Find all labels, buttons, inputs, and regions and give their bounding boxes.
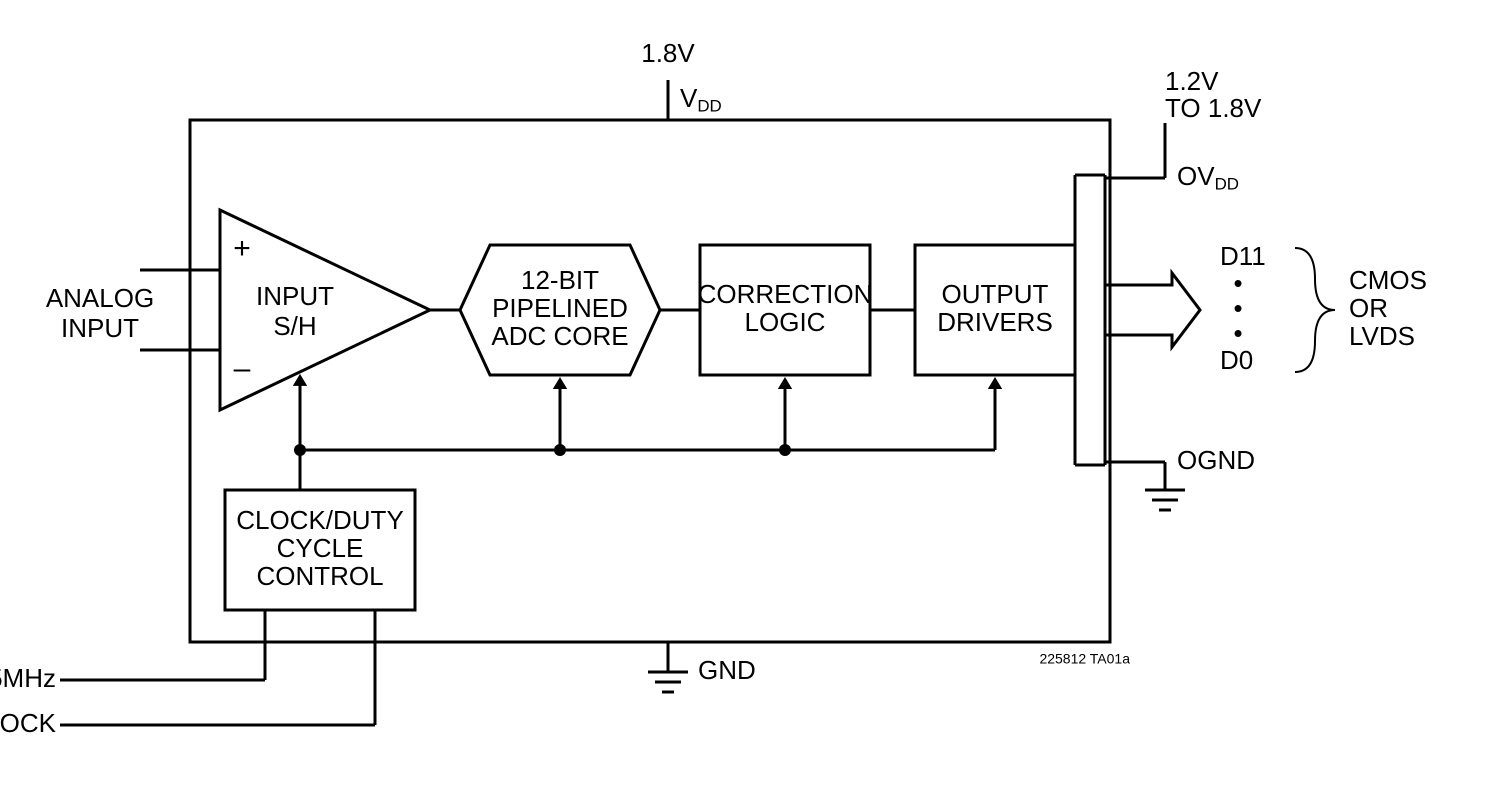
svg-text:•: • xyxy=(1233,318,1242,348)
svg-text:65MHz: 65MHz xyxy=(0,663,56,693)
svg-text:GND: GND xyxy=(698,655,756,685)
svg-text:LOGIC: LOGIC xyxy=(745,307,826,337)
svg-text:CORRECTION: CORRECTION xyxy=(698,279,873,309)
svg-text:ADC CORE: ADC CORE xyxy=(491,321,628,351)
svg-text:–: – xyxy=(234,352,251,385)
svg-text:VDD: VDD xyxy=(680,83,722,116)
svg-text:D11: D11 xyxy=(1220,241,1266,271)
svg-text:D0: D0 xyxy=(1220,345,1253,375)
svg-text:1.8V: 1.8V xyxy=(641,38,695,68)
svg-text:S/H: S/H xyxy=(273,311,316,341)
svg-text:CLOCK/DUTY: CLOCK/DUTY xyxy=(236,505,404,535)
svg-text:CYCLE: CYCLE xyxy=(277,533,364,563)
svg-text:1.2V: 1.2V xyxy=(1165,66,1219,96)
svg-text:OGND: OGND xyxy=(1177,445,1255,475)
adc-block-diagram: 1.8VVDDGNDINPUTS/H+–ANALOGINPUT12-BITPIP… xyxy=(0,0,1487,780)
svg-text:+: + xyxy=(233,232,251,265)
svg-text:OVDD: OVDD xyxy=(1177,161,1239,194)
svg-text:TO 1.8V: TO 1.8V xyxy=(1165,93,1262,123)
svg-text:OR: OR xyxy=(1349,293,1388,323)
svg-text:DRIVERS: DRIVERS xyxy=(937,307,1053,337)
svg-text:LVDS: LVDS xyxy=(1349,321,1415,351)
svg-text:CLOCK: CLOCK xyxy=(0,708,57,738)
svg-text:INPUT: INPUT xyxy=(61,313,139,343)
svg-text:225812 TA01a: 225812 TA01a xyxy=(1039,651,1130,667)
svg-text:12-BIT: 12-BIT xyxy=(521,265,599,295)
svg-text:INPUT: INPUT xyxy=(256,281,334,311)
svg-text:ANALOG: ANALOG xyxy=(46,283,154,313)
svg-text:CONTROL: CONTROL xyxy=(256,561,383,591)
svg-text:CMOS: CMOS xyxy=(1349,265,1427,295)
svg-text:PIPELINED: PIPELINED xyxy=(492,293,628,323)
svg-text:OUTPUT: OUTPUT xyxy=(942,279,1049,309)
